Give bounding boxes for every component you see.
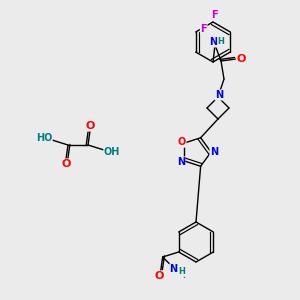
Text: O: O (155, 271, 164, 281)
Text: H: H (178, 268, 185, 277)
Text: H: H (218, 38, 224, 46)
Text: N: N (177, 157, 185, 167)
Text: OH: OH (104, 147, 120, 157)
Text: O: O (178, 137, 186, 147)
Text: HO: HO (36, 133, 52, 143)
Text: N: N (169, 264, 178, 274)
Text: F: F (200, 24, 207, 34)
Text: N: N (209, 37, 217, 47)
Text: O: O (236, 54, 246, 64)
Text: N: N (210, 147, 218, 157)
Text: O: O (85, 121, 95, 131)
Text: F: F (211, 10, 217, 20)
Text: N: N (215, 90, 223, 100)
Text: O: O (61, 159, 71, 169)
